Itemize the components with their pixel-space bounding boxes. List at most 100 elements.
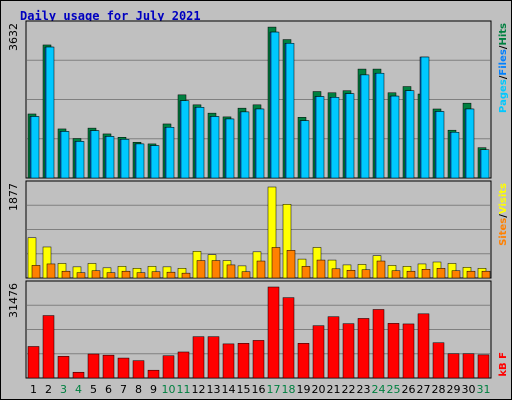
legend-hits-files-pages: Pages/Files/Hits [498,23,509,113]
bar-pages [300,120,310,179]
bar-pages [240,111,250,179]
legend-entry: Sites [498,218,509,246]
bar-sites [91,270,101,279]
bar-sites [181,272,191,279]
x-tick-label: 12 [192,383,206,396]
x-tick-label: 30 [462,383,476,396]
x-tick-label: 17 [267,383,281,396]
bar-pages [330,97,340,179]
bar-kbytes [147,369,160,379]
bar-pages [75,141,85,179]
bar-kbytes [72,371,85,379]
legend-entry: / [498,214,509,218]
bar-kbytes [387,323,400,379]
bar-pages [180,100,190,179]
bar-pages [285,43,295,179]
bar-sites [286,250,296,279]
bar-kbytes [117,357,130,379]
bar-kbytes [192,336,205,379]
x-tick-label: 24 [372,383,386,396]
x-tick-label: 29 [447,383,461,396]
bar-pages [60,131,70,179]
bar-pages [270,31,280,179]
x-tick-label: 26 [402,383,416,396]
x-tick-label: 28 [432,383,446,396]
bar-kbytes [417,313,430,379]
bar-kbytes [207,336,220,379]
bar-sites [391,270,401,279]
x-tick-label: 3 [60,383,67,396]
bar-sites [466,270,476,279]
bar-pages [120,139,130,179]
legend-entry: / [498,45,509,49]
bar-pages [105,136,115,179]
bar-sites [331,268,341,279]
bar-kbytes [132,360,145,379]
x-tick-label: 6 [105,383,112,396]
x-tick-label: 11 [177,383,191,396]
bar-pages [450,132,460,179]
bar-sites [46,263,56,279]
legend-entry: Visits [498,183,509,214]
x-tick-label: 19 [297,383,311,396]
x-tick-label: 22 [342,383,356,396]
bar-kbytes [87,353,100,379]
bar-pages [150,145,160,179]
x-tick-label: 27 [417,383,431,396]
bar-sites [346,269,356,279]
bar-pages [435,111,445,179]
bar-kbytes [252,340,265,379]
bar-sites [256,260,266,279]
bar-pages [465,108,475,179]
bar-pages [195,107,205,179]
x-tick-label: 5 [90,383,97,396]
bar-sites [436,268,446,279]
bar-kbytes [297,343,310,379]
bar-sites [166,271,176,279]
bar-pages [390,95,400,179]
x-tick-label: 1 [30,383,37,396]
bar-pages [210,116,220,179]
x-tick-label: 13 [207,383,221,396]
bar-kbytes [237,343,250,379]
bar-kbytes [327,316,340,379]
bar-kbytes [162,355,175,379]
bar-sites [76,272,86,279]
x-tick-label: 14 [222,383,236,396]
bar-sites [271,247,281,279]
bar-pages [405,90,415,179]
bar-pages [135,143,145,179]
legend-entry: Files [498,49,509,75]
legend-entry: Hits [498,23,509,46]
x-tick-label: 2 [45,383,52,396]
x-tick-label: 21 [327,383,341,396]
bar-kbytes [27,346,40,379]
bar-pages [345,93,355,179]
x-tick-label: 16 [252,383,266,396]
bar-sites [451,270,461,279]
legend-entry: / [498,75,509,79]
bar-sites [196,260,206,279]
y-max-label: 3632 [7,23,20,51]
bar-pages [375,72,385,179]
bar-sites [481,270,491,279]
x-tick-label: 8 [135,383,142,396]
bar-sites [136,272,146,279]
bar-sites [406,270,416,279]
bar-sites [31,265,41,279]
bar-kbytes [102,354,115,379]
bar-pages [360,74,370,179]
y-max-label: 1877 [7,183,20,211]
bar-kbytes [462,353,475,379]
bar-sites [226,264,236,279]
bar-pages [480,149,490,179]
x-tick-label: 25 [387,383,401,396]
bar-pages [165,127,175,179]
chart-title: Daily usage for July 2021 [20,9,201,23]
legend-visits-sites: Sites/Visits [498,183,509,246]
bar-kbytes [42,315,55,379]
x-tick-label: 23 [357,383,371,396]
bar-kbytes [372,309,385,379]
x-tick-label: 10 [162,383,176,396]
